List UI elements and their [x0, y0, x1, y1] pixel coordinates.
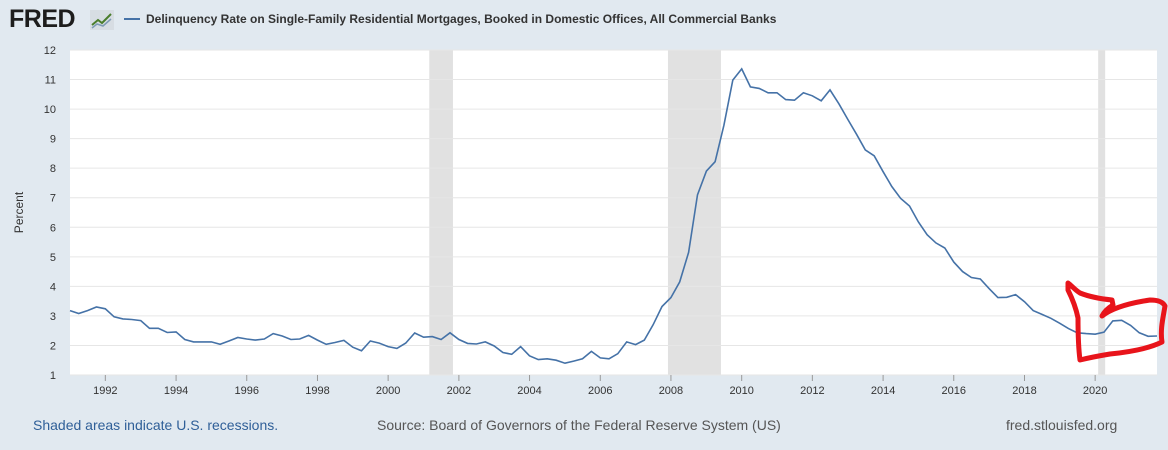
y-axis-label: Percent	[12, 191, 26, 233]
x-tick-label: 1994	[164, 385, 188, 397]
chart-trend-icon	[90, 10, 114, 30]
hand-drawn-annotation	[1065, 280, 1168, 363]
recession-band	[1098, 50, 1106, 375]
y-tick-label: 3	[50, 311, 56, 323]
y-tick-label: 6	[50, 222, 56, 234]
x-tick-label: 2018	[1012, 385, 1036, 397]
x-tick-label: 2004	[517, 385, 541, 397]
y-tick-label: 11	[45, 75, 56, 87]
x-tick-label: 2020	[1083, 385, 1107, 397]
source-note: Source: Board of Governors of the Federa…	[377, 417, 781, 433]
x-tick-label: 2008	[659, 385, 683, 397]
fred-logo[interactable]: FRED	[9, 5, 76, 33]
x-tick-label: 2006	[588, 385, 612, 397]
x-tick-label: 2000	[376, 385, 400, 397]
x-tick-label: 1992	[93, 385, 117, 397]
gridlines	[70, 49, 1157, 376]
y-tick-label: 4	[50, 281, 56, 293]
legend-series-title[interactable]: Delinquency Rate on Single-Family Reside…	[146, 12, 777, 26]
x-tick-label: 2010	[729, 385, 753, 397]
y-tick-label: 12	[44, 45, 56, 57]
x-tick-label: 2014	[871, 385, 895, 397]
x-tick-label: 2016	[942, 385, 966, 397]
x-axis-ticks: 1992 1994 1996 1998 2000 2002 2004 2006 2008 2010…	[93, 375, 1107, 397]
site-link[interactable]: fred.stlouisfed.org	[1006, 417, 1118, 433]
y-tick-label: 5	[50, 252, 56, 264]
y-tick-label: 2	[50, 340, 56, 352]
recession-note: Shaded areas indicate U.S. recessions.	[33, 417, 279, 433]
series-line[interactable]	[69, 67, 1158, 365]
y-tick-label: 7	[50, 193, 56, 205]
x-tick-label: 2002	[447, 385, 471, 397]
x-tick-label: 1996	[234, 385, 258, 397]
x-tick-label: 2012	[800, 385, 824, 397]
recession-band	[429, 50, 453, 375]
plot-area	[70, 50, 1157, 375]
y-tick-label: 10	[44, 104, 56, 116]
y-tick-label: 9	[50, 134, 56, 146]
legend-swatch	[124, 18, 140, 20]
x-tick-label: 1998	[305, 385, 329, 397]
y-tick-label: 8	[50, 163, 56, 175]
y-tick-label: 1	[50, 370, 56, 382]
chart-header: FRED Delinquency Rate on Single-Family R…	[0, 0, 1168, 40]
